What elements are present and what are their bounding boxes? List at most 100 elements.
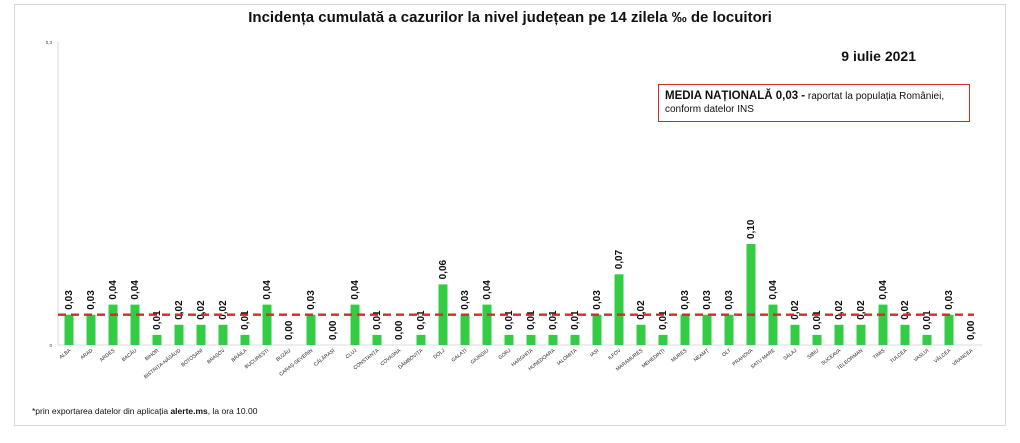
category-label: MEHEDINȚI <box>641 348 666 370</box>
category-label: GORJ <box>498 348 513 362</box>
category-label: NEAMȚ <box>693 348 710 364</box>
value-label: 0,03 <box>306 290 317 310</box>
footnote: *prin exportarea datelor din aplicația a… <box>32 406 257 416</box>
footnote-suffix: , la ora 10.00 <box>207 406 258 416</box>
bar <box>108 304 118 345</box>
value-label: 0,04 <box>768 280 779 300</box>
category-label: VÂLCEA <box>932 347 952 365</box>
value-label: 0,02 <box>174 300 185 320</box>
bar <box>196 324 206 345</box>
value-label: 0,04 <box>482 280 493 300</box>
value-label: 0,03 <box>460 290 471 310</box>
value-label: 0,00 <box>394 320 405 340</box>
value-label: 0,04 <box>350 280 361 300</box>
category-label: CĂLĂRAȘI <box>312 347 336 368</box>
bar <box>504 334 514 345</box>
national-average-value: MEDIA NAȚIONALĂ 0,03 - <box>665 90 806 102</box>
category-label: BRĂILA <box>230 347 249 364</box>
category-label: OLT <box>721 348 732 358</box>
bar <box>680 314 690 345</box>
value-label: 0,02 <box>218 300 229 320</box>
bar <box>174 324 184 345</box>
category-label: SATU MARE <box>750 347 777 370</box>
value-label: 0,10 <box>746 219 757 239</box>
category-label: ALBA <box>58 347 72 360</box>
category-label: VASLUI <box>913 348 930 363</box>
category-label: DÂMBOVIȚA <box>397 347 425 371</box>
value-label: 0,02 <box>790 300 801 320</box>
category-label: BACĂU <box>120 347 138 363</box>
chart-date: 9 iulie 2021 <box>841 48 916 64</box>
bar <box>526 334 536 345</box>
bar <box>812 334 822 345</box>
bar <box>130 304 140 345</box>
bar <box>614 274 624 345</box>
bar <box>416 334 426 345</box>
category-label: GIURGIU <box>470 348 491 366</box>
bar <box>460 314 470 345</box>
bar <box>702 314 712 345</box>
bar <box>482 304 492 345</box>
value-label: 0,01 <box>570 310 581 330</box>
value-label: 0,03 <box>702 290 713 310</box>
value-label: 0,03 <box>64 290 75 310</box>
bar <box>724 314 734 345</box>
category-label: CLUJ <box>345 348 359 361</box>
bar <box>570 334 580 345</box>
bar <box>218 324 228 345</box>
value-label: 0,01 <box>922 310 933 330</box>
value-label: 0,02 <box>636 300 647 320</box>
value-label: 0,04 <box>878 280 889 300</box>
bar <box>86 314 96 345</box>
category-label: DOLJ <box>432 348 446 361</box>
category-label: TIMIȘ <box>872 347 887 360</box>
bar <box>900 324 910 345</box>
bar <box>306 314 316 345</box>
value-label: 0,01 <box>504 310 515 330</box>
bar <box>240 334 250 345</box>
bar <box>922 334 932 345</box>
category-label: GALAȚI <box>451 348 469 364</box>
y-tick-label: 0,3 <box>46 40 53 45</box>
category-label: BUZĂU <box>275 347 293 363</box>
y-tick-label: 0 <box>49 343 52 348</box>
footnote-prefix: *prin exportarea datelor din aplicația <box>32 406 171 416</box>
value-label: 0,02 <box>834 300 845 320</box>
value-label: 0,01 <box>152 310 163 330</box>
value-label: 0,01 <box>812 310 823 330</box>
value-label: 0,02 <box>196 300 207 320</box>
bar <box>64 314 74 345</box>
category-label: BISTRIȚA-NĂSĂUD <box>142 347 182 380</box>
bar <box>768 304 778 345</box>
value-label: 0,01 <box>526 310 537 330</box>
footnote-app: alerte.ms <box>170 406 208 416</box>
national-average-annotation: MEDIA NAȚIONALĂ 0,03 - raportat la popul… <box>658 84 970 122</box>
category-label: BOTOȘANI <box>180 348 204 369</box>
bar <box>636 324 646 345</box>
category-label: BIHOR <box>144 348 160 363</box>
value-label: 0,00 <box>284 320 295 340</box>
category-label: SĂLAJ <box>782 347 799 362</box>
bar <box>856 324 866 345</box>
value-label: 0,03 <box>724 290 735 310</box>
value-label: 0,02 <box>900 300 911 320</box>
category-label: ARAD <box>80 348 95 362</box>
value-label: 0,01 <box>658 310 669 330</box>
bar <box>372 334 382 345</box>
bar <box>878 304 888 345</box>
value-label: 0,04 <box>130 280 141 300</box>
bar <box>548 334 558 345</box>
category-label: IALOMIȚA <box>556 347 579 367</box>
bar <box>746 244 756 345</box>
category-label: ILFOV <box>607 347 623 361</box>
value-label: 0,01 <box>548 310 559 330</box>
value-label: 0,06 <box>438 259 449 279</box>
category-label: ARGEȘ <box>99 347 117 363</box>
value-label: 0,07 <box>614 249 625 269</box>
value-label: 0,03 <box>680 290 691 310</box>
category-label: BUCUREȘTI <box>244 348 270 371</box>
value-label: 0,04 <box>262 280 273 300</box>
bar <box>350 304 360 345</box>
value-label: 0,02 <box>856 300 867 320</box>
